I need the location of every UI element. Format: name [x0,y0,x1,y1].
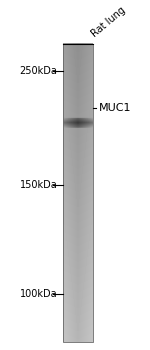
Text: 250kDa: 250kDa [20,66,57,76]
Bar [63,43,93,342]
Text: 100kDa: 100kDa [20,289,57,300]
Text: 150kDa: 150kDa [20,180,57,190]
Text: MUC1: MUC1 [99,103,131,112]
Text: Rat lung: Rat lung [90,5,128,38]
